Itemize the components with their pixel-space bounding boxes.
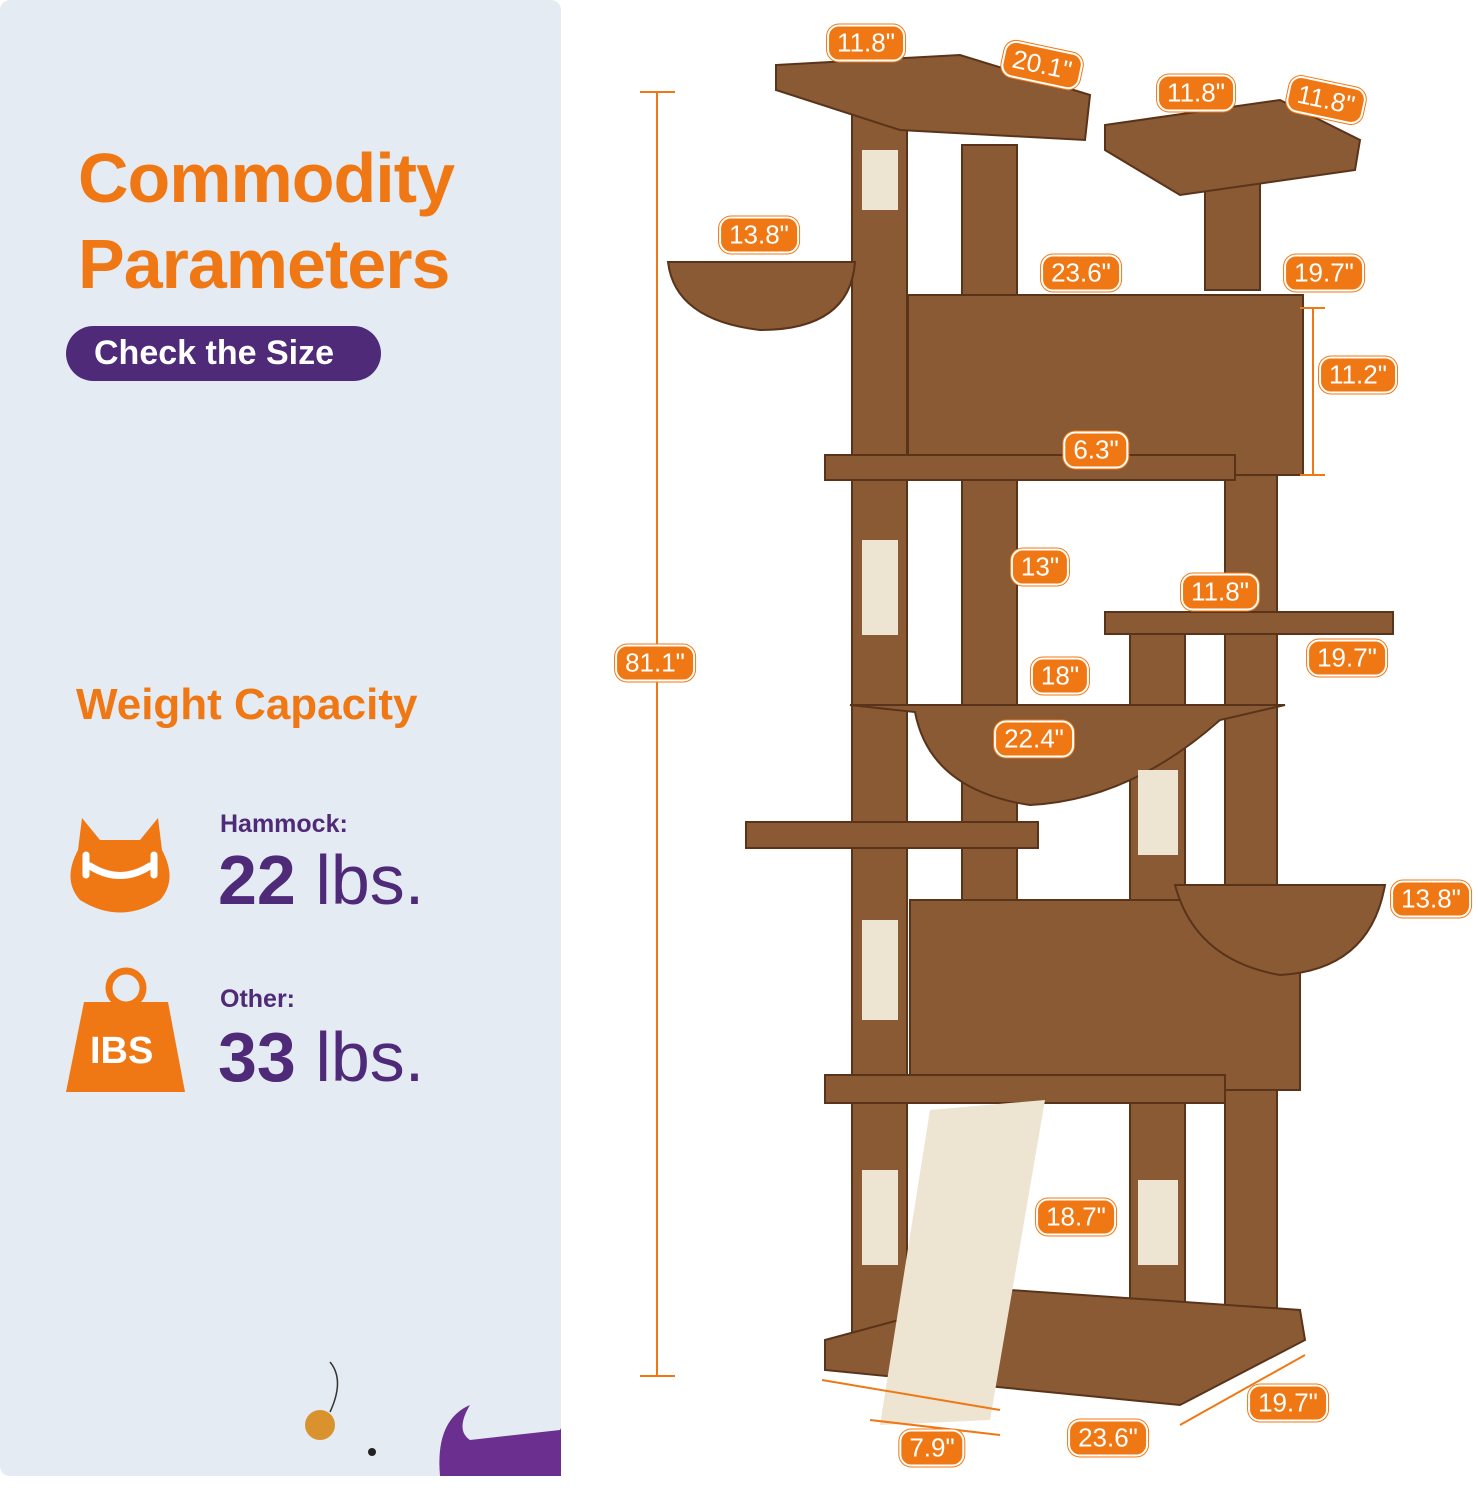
dimension-label: 11.8" bbox=[827, 24, 905, 62]
dimension-label: 81.1" bbox=[615, 644, 695, 682]
dimension-label: 22.4" bbox=[994, 720, 1074, 758]
dimension-label: 19.7" bbox=[1248, 1384, 1328, 1422]
other-weight: 33 lbs. bbox=[218, 1018, 425, 1096]
dimension-label: 18" bbox=[1030, 657, 1090, 695]
dimension-label: 23.6" bbox=[1041, 254, 1121, 292]
other-label: Other: bbox=[220, 985, 295, 1013]
page-title: Commodity Parameters bbox=[78, 139, 455, 303]
dimension-label: 13.8" bbox=[719, 216, 799, 254]
dimension-label: 11.8" bbox=[1157, 74, 1235, 112]
dimension-label: 19.7" bbox=[1284, 254, 1364, 292]
hammock-label: Hammock: bbox=[220, 810, 348, 838]
weight-icon-text: IBS bbox=[90, 1030, 154, 1072]
dimension-label: 23.6" bbox=[1068, 1419, 1148, 1457]
hammock-weight: 22 lbs. bbox=[218, 841, 425, 919]
check-size-badge: Check the Size bbox=[66, 326, 381, 381]
dimension-label: 7.9" bbox=[899, 1429, 965, 1467]
dimension-label: 13" bbox=[1010, 548, 1070, 586]
weight-capacity-heading: Weight Capacity bbox=[76, 680, 418, 729]
dimension-label: 11.8" bbox=[1181, 573, 1259, 611]
dimension-label: 6.3" bbox=[1063, 431, 1129, 469]
dimension-label: 11.2" bbox=[1319, 356, 1397, 394]
dimension-label: 13.8" bbox=[1391, 880, 1471, 918]
dimension-label: 18.7" bbox=[1036, 1198, 1116, 1236]
dimension-label: 19.7" bbox=[1307, 639, 1387, 677]
info-panel: Commodity Parameters Check the Size Weigh… bbox=[0, 0, 561, 1476]
